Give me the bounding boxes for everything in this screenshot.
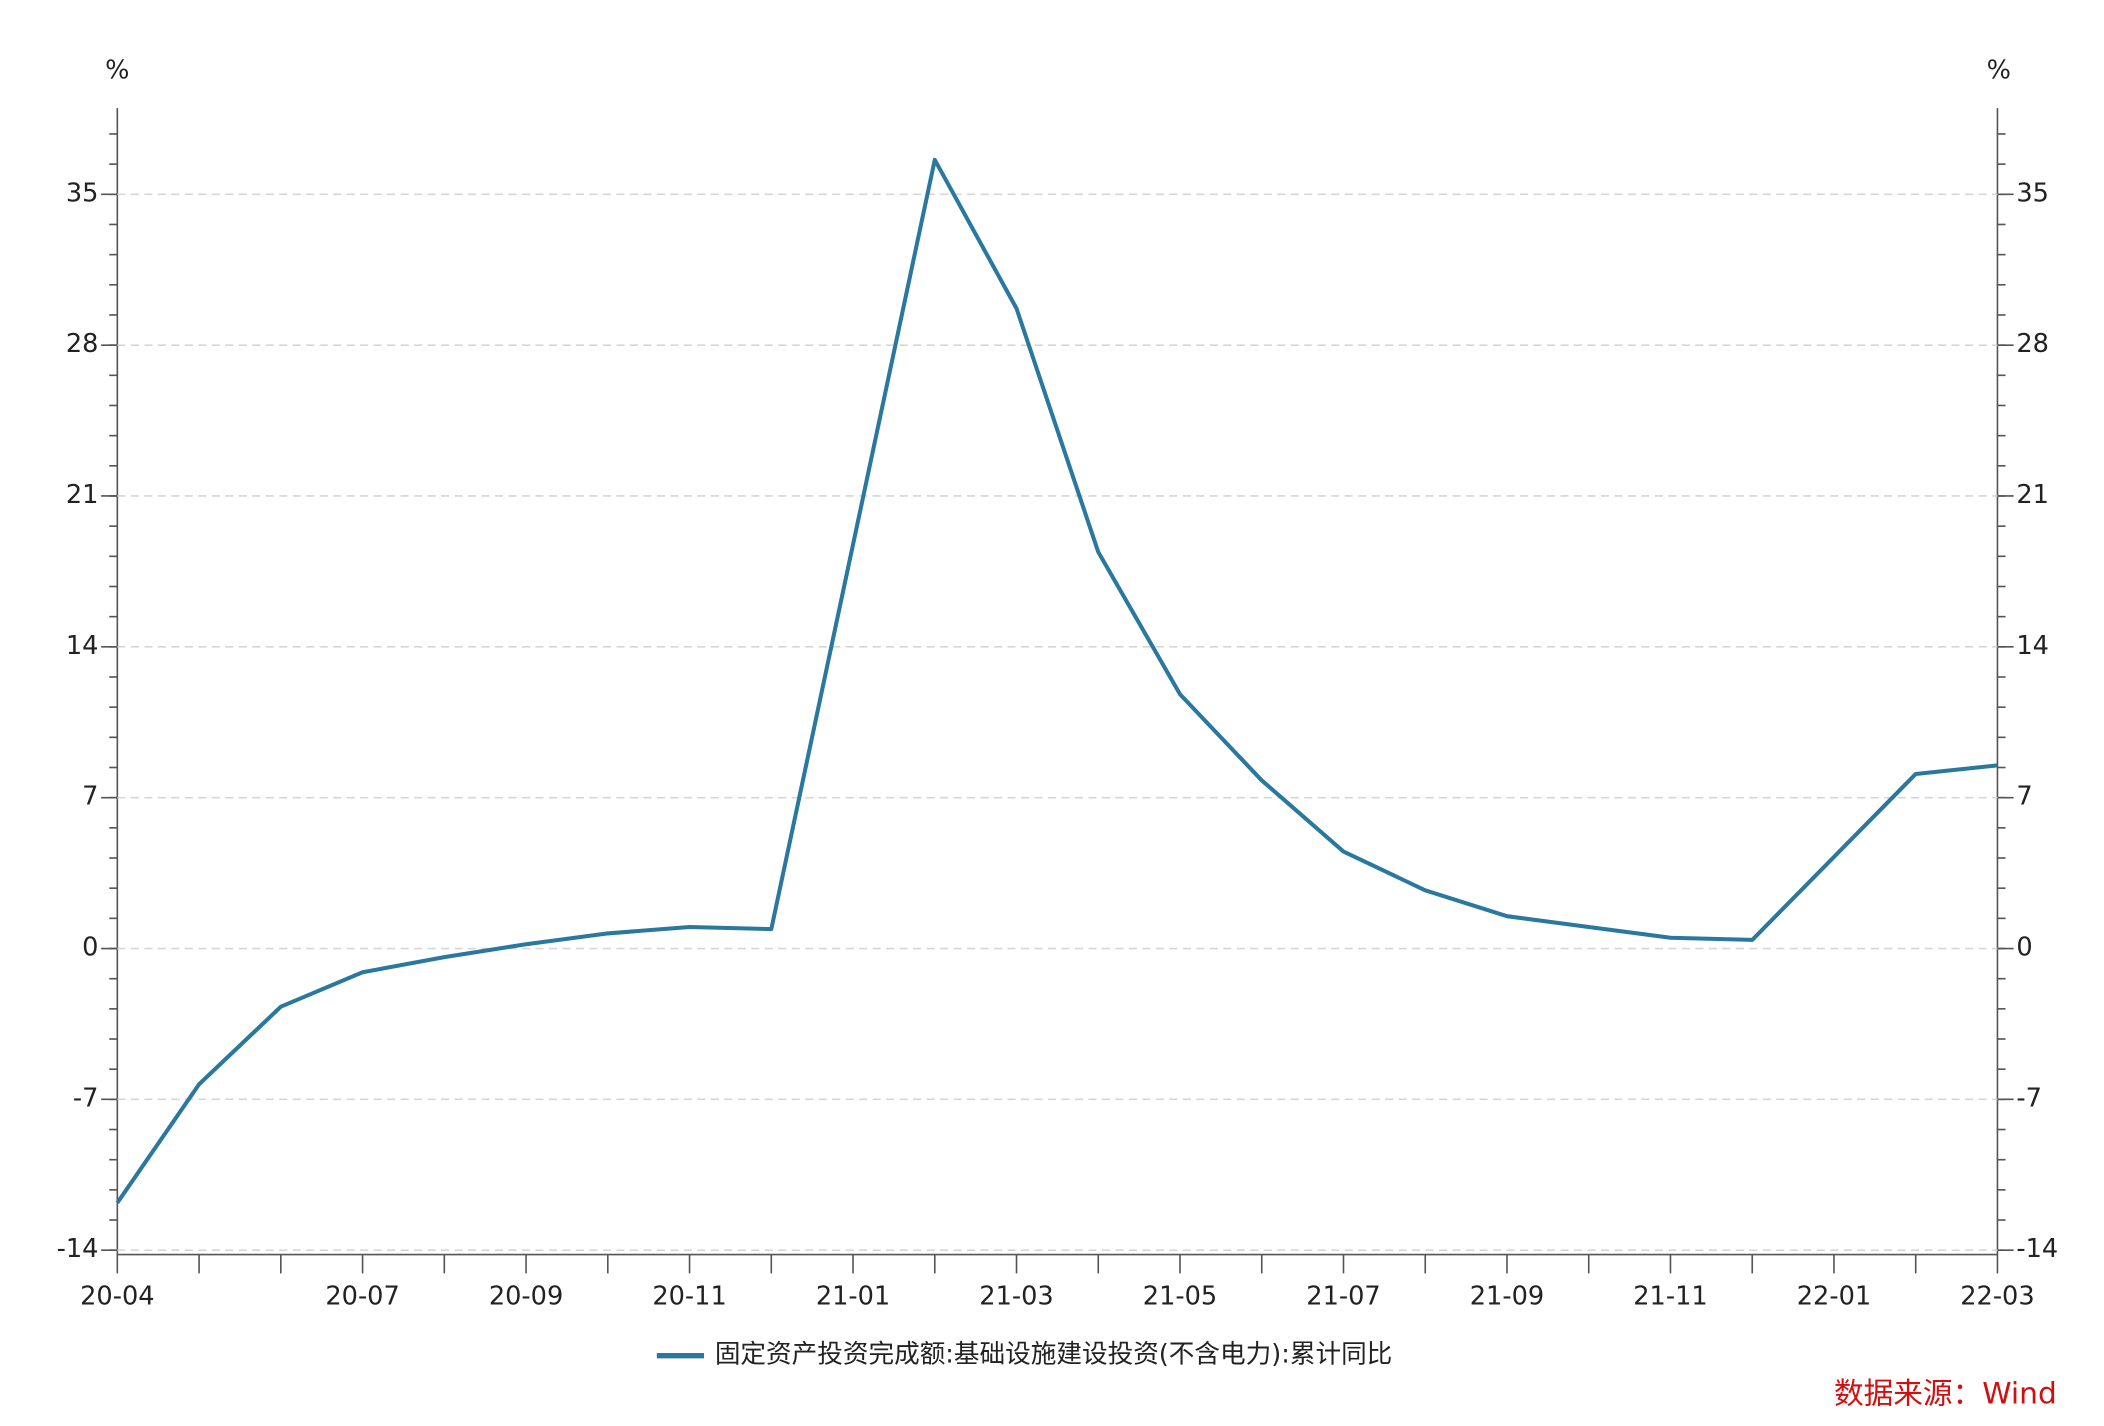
- y-tick-label: 7: [82, 782, 98, 812]
- x-tick-label: 20-04: [80, 1282, 154, 1312]
- y2-tick-label: 35: [2016, 178, 2049, 208]
- y-tick-label: 35: [66, 178, 99, 208]
- x-tick-label: 21-07: [1306, 1282, 1380, 1312]
- series-line: [115, 157, 1998, 1204]
- y-tick-label: 14: [66, 631, 99, 661]
- source: 数据来源：Wind: [1834, 1375, 2057, 1410]
- x-tick-label: 22-03: [1960, 1282, 2034, 1312]
- y2-tick-label: 0: [2016, 933, 2032, 963]
- y2-tick-label: 21: [2016, 480, 2049, 510]
- x-tick-label: 21-11: [1633, 1282, 1707, 1312]
- y2-tick-label: 28: [2016, 329, 2049, 359]
- legend-label: 固定资产投资完成额:基础设施建设投资(不含电力):累计同比: [715, 1340, 1392, 1370]
- y2-tick-label: -14: [2016, 1234, 2058, 1264]
- x-tick-label: 20-09: [489, 1282, 563, 1312]
- y-tick-label: 28: [66, 329, 99, 359]
- y-tick-label: 21: [66, 480, 99, 510]
- y-tick-label: -14: [57, 1234, 99, 1264]
- x-tick-label: 21-03: [979, 1282, 1053, 1312]
- x-tick-label: 21-01: [816, 1282, 890, 1312]
- x-tick-label: 21-09: [1470, 1282, 1544, 1312]
- x-tick-label: 22-01: [1797, 1282, 1871, 1312]
- y2-tick-label: 7: [2016, 782, 2032, 812]
- y-unit: %: [105, 56, 129, 86]
- x-tick-label: 20-11: [652, 1282, 726, 1312]
- y2-unit: %: [1987, 56, 2011, 86]
- y2-tick-label: 14: [2016, 631, 2049, 661]
- y-tick-label: 0: [82, 933, 98, 963]
- x-tick-label: 20-07: [325, 1282, 399, 1312]
- x-tick-label: 21-05: [1143, 1282, 1217, 1312]
- y-tick-label: -7: [73, 1083, 99, 1113]
- y2-tick-label: -7: [2016, 1083, 2042, 1113]
